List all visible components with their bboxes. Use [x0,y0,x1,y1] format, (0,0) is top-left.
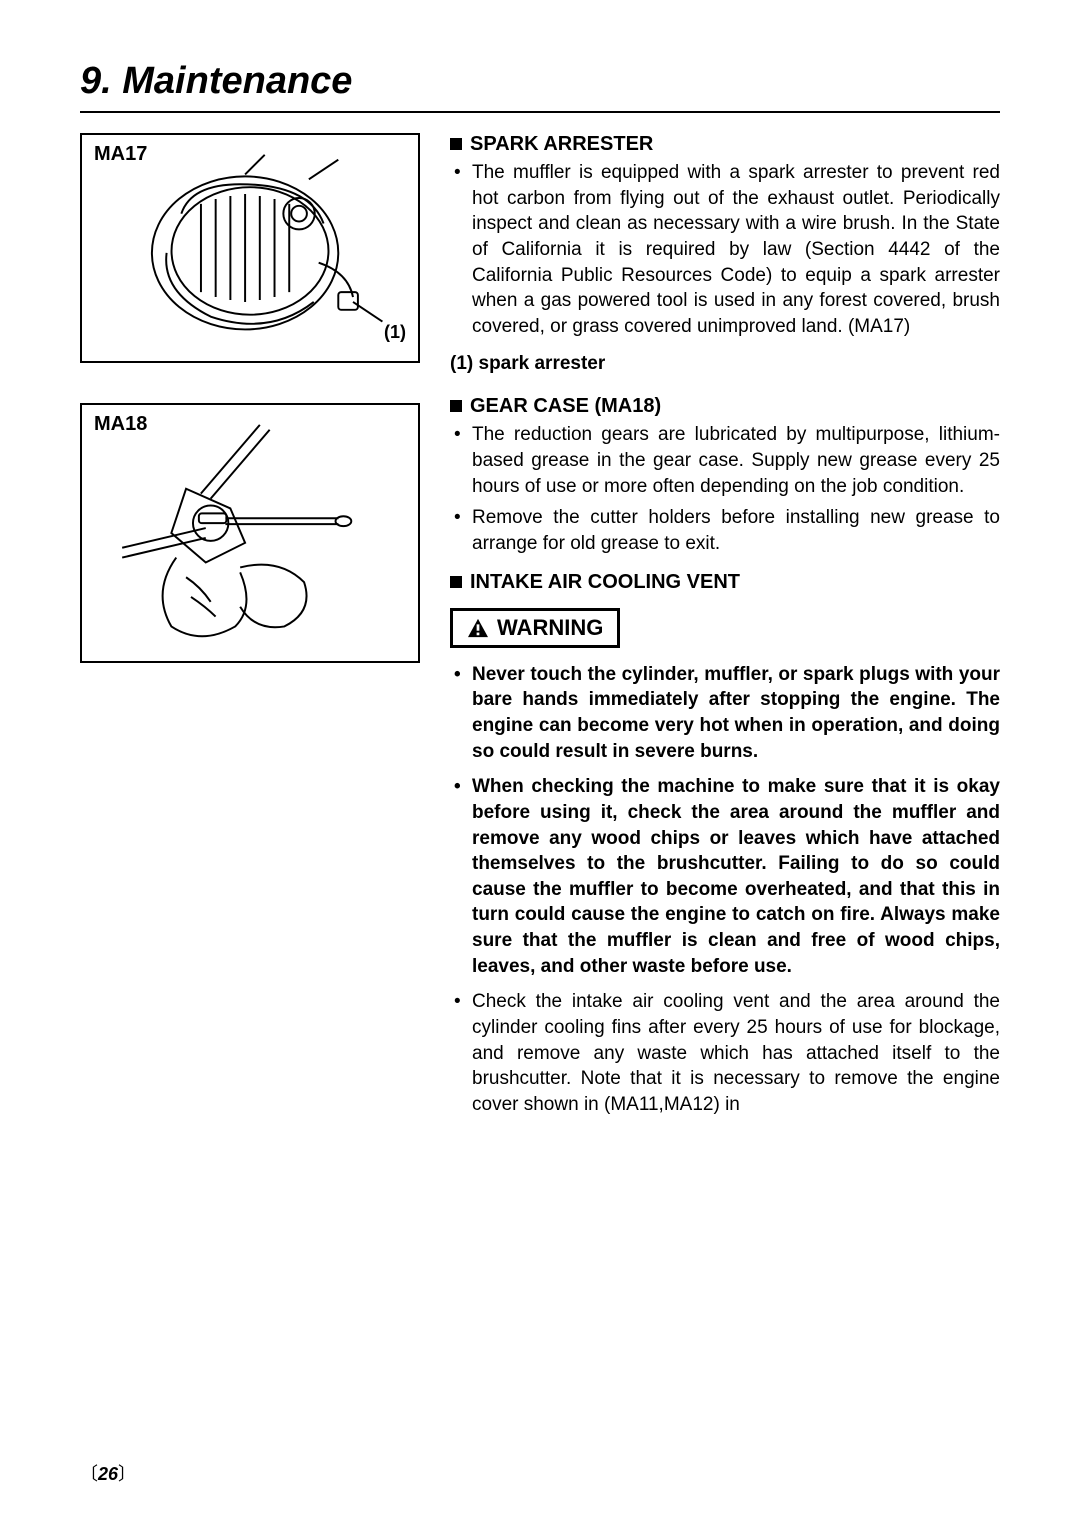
gear-case-bullet: The reduction gears are lubricated by mu… [450,422,1000,499]
page-number: 〔26〕 [80,1460,136,1486]
spark-arrester-sublabel: (1) spark arrester [450,353,1000,375]
warning-bullet: Never touch the cylinder, muffler, or sp… [450,662,1000,765]
figure-ma18-label: MA18 [94,413,147,436]
spark-arrester-heading-text: SPARK ARRESTER [470,133,653,155]
gear-case-heading: GEAR CASE (MA18) [450,395,1000,418]
figure-ma17-label: MA17 [94,143,147,166]
square-bullet-icon [450,138,462,150]
gear-case-heading-text: GEAR CASE (MA18) [470,395,661,417]
spark-arrester-list: The muffler is equipped with a spark arr… [450,160,1000,339]
intake-vent-heading: INTAKE AIR COOLING VENT [450,571,1000,594]
figure-ma17-callout: (1) [384,322,406,343]
spark-arrester-body: The muffler is equipped with a spark arr… [450,160,1000,339]
warning-box: WARNING [450,608,620,648]
section-name: Maintenance [122,60,352,102]
figure-ma18: MA18 [80,403,420,663]
square-bullet-icon [450,400,462,412]
title-rule [80,111,1000,113]
warning-bullet: When checking the machine to make sure t… [450,774,1000,979]
warning-bullet: Check the intake air cooling vent and th… [450,989,1000,1117]
section-title: 9. Maintenance [80,60,1000,103]
gear-case-bullet: Remove the cutter holders before install… [450,505,1000,556]
warning-list: Never touch the cylinder, muffler, or sp… [450,662,1000,1118]
warning-label: WARNING [497,615,603,641]
section-number: 9. [80,60,112,102]
intake-vent-heading-text: INTAKE AIR COOLING VENT [470,571,740,593]
gearcase-illustration [92,415,408,651]
gear-case-list: The reduction gears are lubricated by mu… [450,422,1000,556]
right-column: SPARK ARRESTER The muffler is equipped w… [450,133,1000,1128]
left-column: MA17 [80,133,420,1128]
content-columns: MA17 [80,133,1000,1128]
page-number-value: 26 [98,1464,118,1484]
square-bullet-icon [450,576,462,588]
engine-illustration [92,145,408,351]
warning-triangle-icon [467,618,489,638]
figure-ma17: MA17 [80,133,420,363]
spark-arrester-heading: SPARK ARRESTER [450,133,1000,156]
